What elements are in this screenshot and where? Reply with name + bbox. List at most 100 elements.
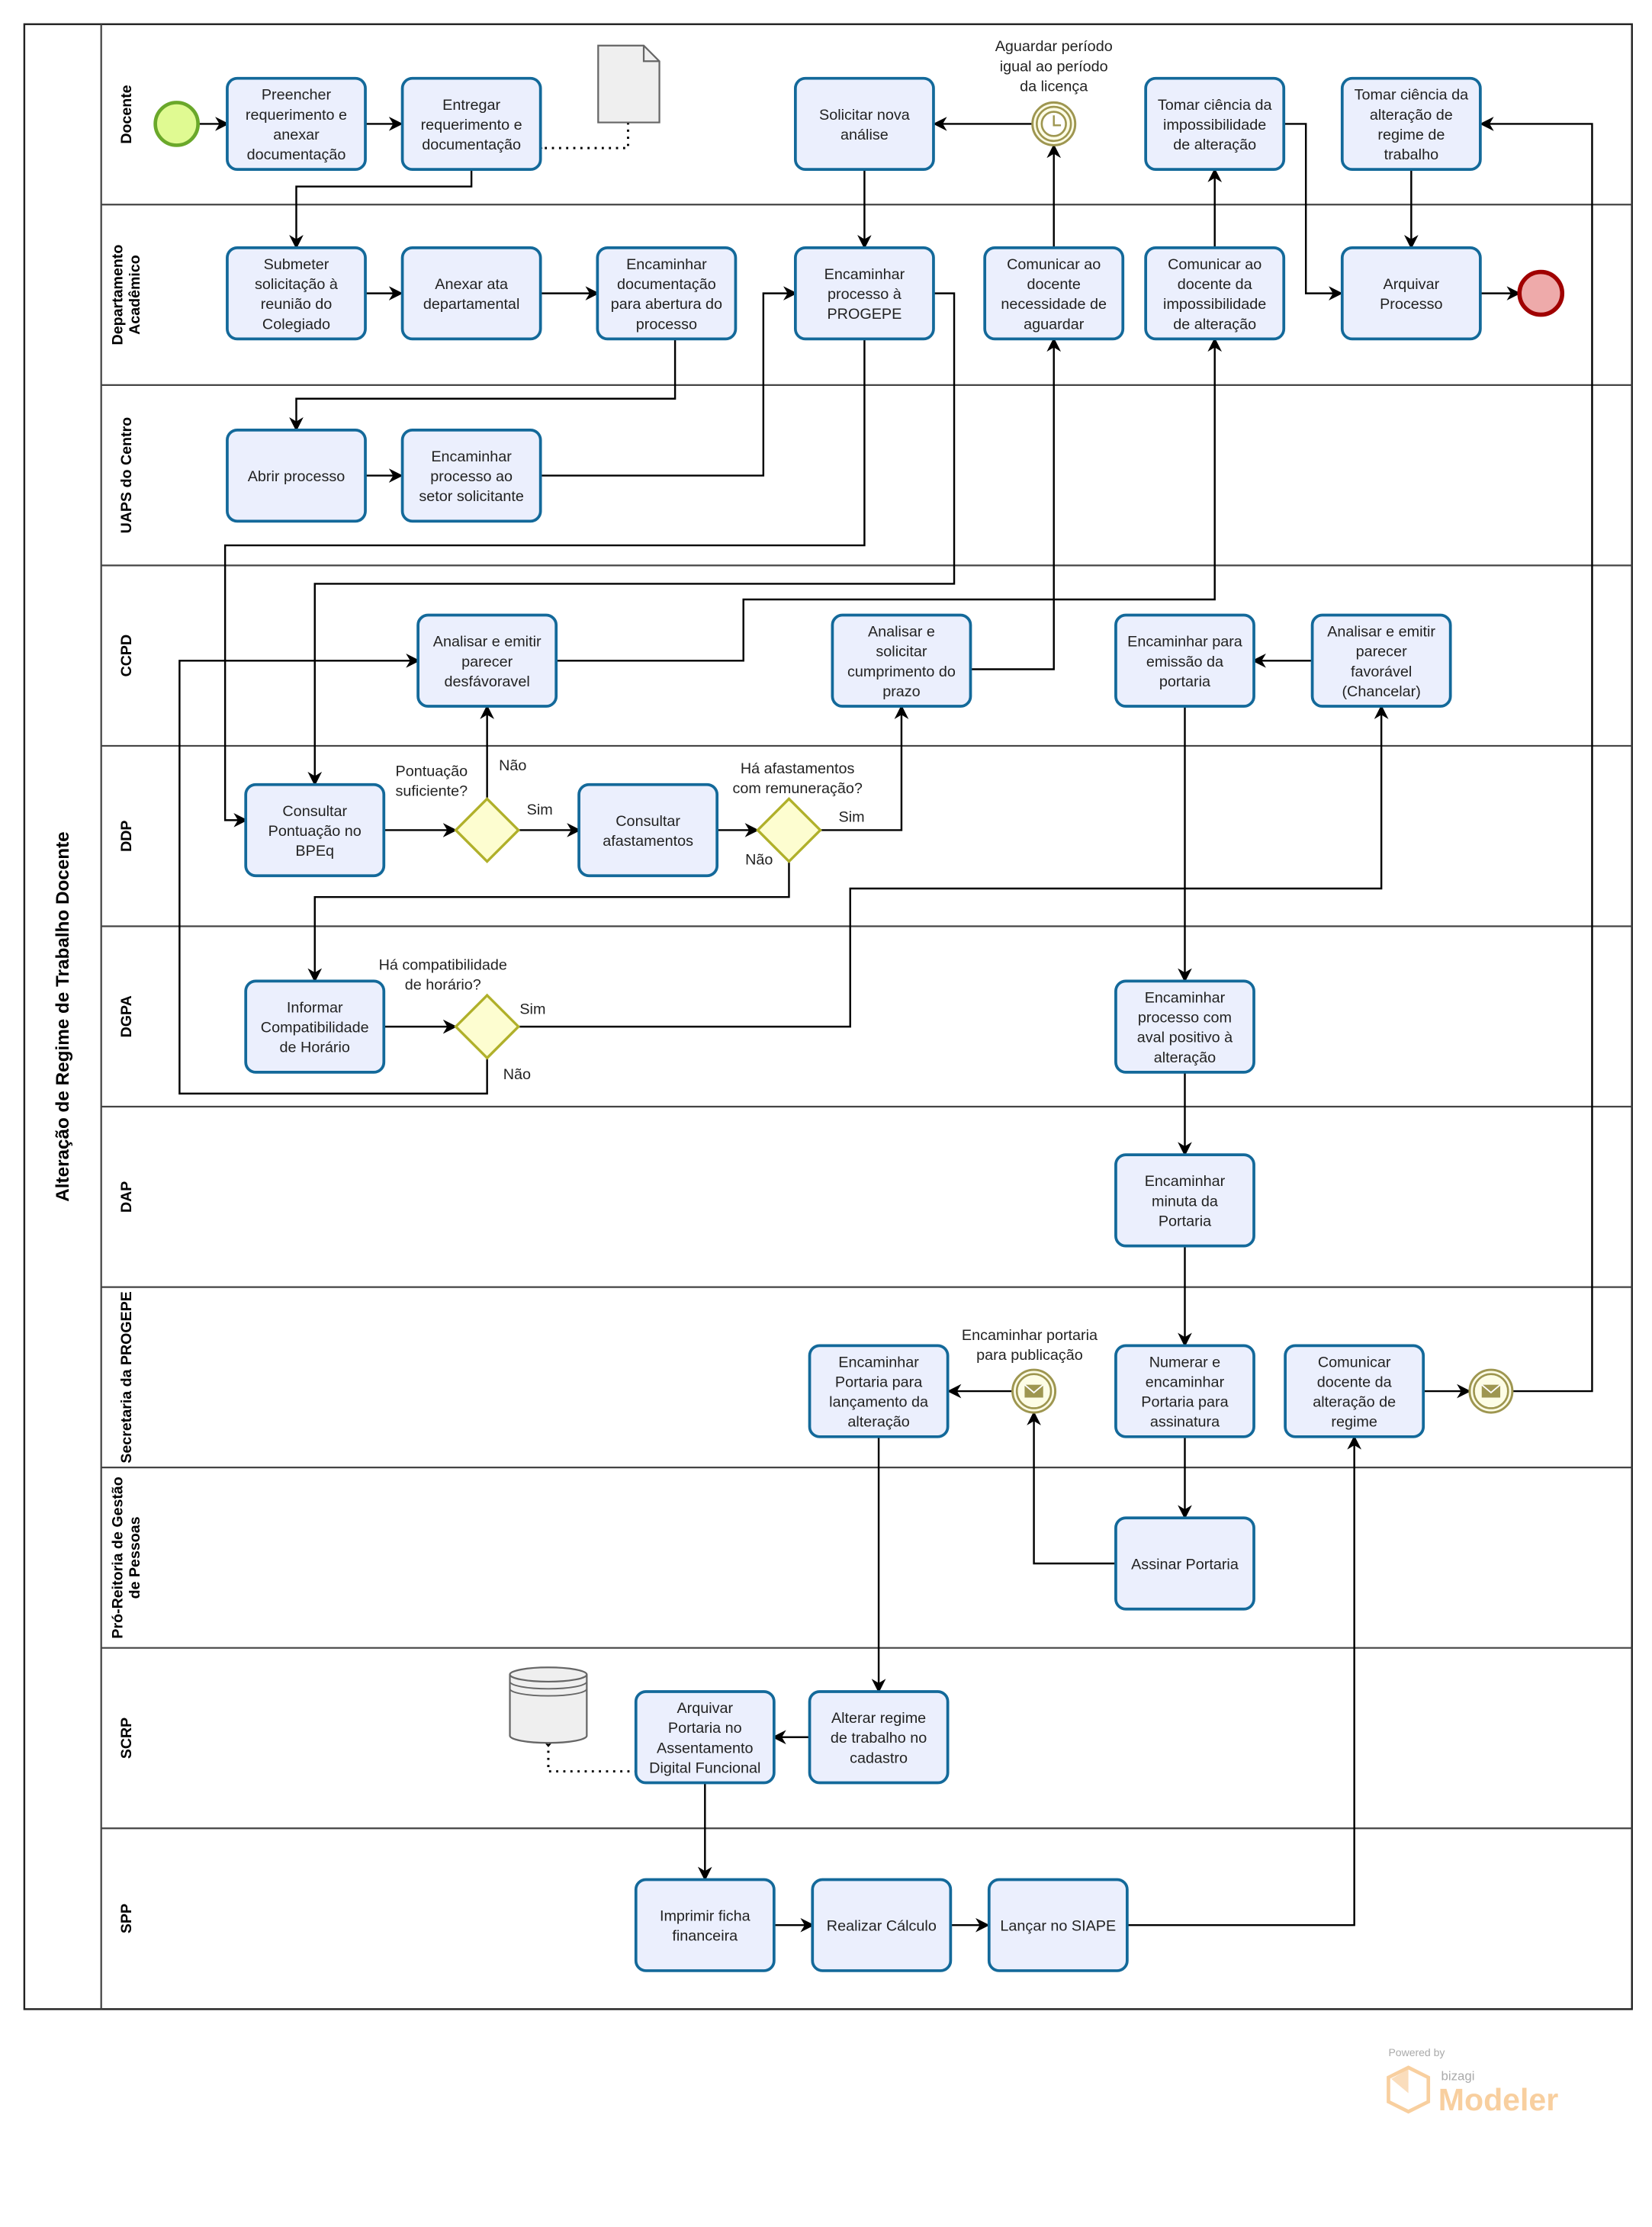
task-t24[interactable]: Encaminhar Portaria para lançamento da alte… — [808, 1344, 950, 1438]
task-label: de alteração — [1173, 137, 1256, 153]
task-label: análise — [840, 127, 889, 143]
label-g2-sim: Sim — [839, 808, 865, 825]
lane-label: Pró-Reitoria de Gestão — [110, 1477, 127, 1638]
lane: Pró-Reitoria de Gestão de Pessoas — [101, 1467, 1632, 1639]
message-event-icon-msg2[interactable] — [1468, 1368, 1514, 1414]
task-label: portaria — [1159, 673, 1210, 690]
lane-label: Acadêmico — [127, 255, 143, 335]
task-label: Comunicar ao — [1168, 256, 1261, 273]
label-g2: Há afastamentos — [741, 760, 855, 777]
task-t7[interactable]: Anexar ata departamental — [400, 246, 542, 341]
task-label: Anexar ata — [435, 276, 508, 293]
task-label: solicitar — [876, 644, 927, 660]
task-t11[interactable]: Comunicar ao docente da impossibilidade de … — [1144, 246, 1286, 341]
task-t5[interactable]: Tomar ciência da alteração de regime de tra… — [1340, 76, 1482, 172]
task-label: Lançar no SIAPE — [1000, 1918, 1116, 1935]
task-label: prazo — [882, 683, 920, 700]
label-g3-nao: Não — [503, 1066, 531, 1083]
label-timer: da licença — [1020, 78, 1088, 95]
task-label: afastamentos — [603, 833, 693, 850]
task-t15[interactable]: Analisar e emitir parecer desfávoravel — [416, 613, 558, 708]
task-label: processo ao — [430, 468, 513, 485]
message-event-icon-msg1[interactable] — [1011, 1368, 1057, 1414]
task-t28[interactable]: Arquivar Portaria no Assentamento Digital F… — [634, 1690, 776, 1785]
task-t25[interactable]: Numerar e encaminhar Portaria para assinatu… — [1114, 1344, 1255, 1438]
task-label: cumprimento do — [847, 664, 956, 680]
task-t9[interactable]: Encaminhar processo à PROGEPE — [793, 246, 935, 341]
task-t20[interactable]: Consultar afastamentos — [577, 783, 719, 878]
task-t16[interactable]: Analisar e solicitar cumprimento do prazo — [831, 613, 972, 708]
task-t1[interactable]: Preencher requerimento e anexar documentaçã… — [226, 76, 367, 172]
task-label: reunião do — [261, 296, 333, 313]
task-t3[interactable]: Solicitar nova análise — [793, 76, 935, 172]
lane-label: UAPS do Centro — [118, 417, 135, 533]
label-g3: de horário? — [405, 977, 481, 994]
task-label: departamental — [423, 296, 519, 313]
task-label: Alterar regime — [831, 1710, 926, 1727]
task-label: docente da — [1317, 1374, 1392, 1390]
task-t8[interactable]: Encaminhar documentação para abertura do pr… — [596, 246, 738, 341]
task-t18[interactable]: Analisar e emitir parecer favorável (Chance… — [1310, 613, 1452, 708]
task-t32[interactable]: Lançar no SIAPE — [987, 1878, 1129, 1972]
task-t22[interactable]: Encaminhar processo com aval positivo à alt… — [1114, 979, 1255, 1074]
task-label: Encaminhar — [824, 266, 905, 283]
task-t26[interactable]: Comunicar docente da alteração de regime — [1284, 1344, 1425, 1438]
task-label: Arquivar — [1384, 276, 1440, 293]
task-label: trabalho — [1384, 146, 1439, 163]
task-t29[interactable]: Alterar regime de trabalho no cadastro — [808, 1690, 950, 1785]
task-label: Portaria no — [668, 1720, 742, 1737]
label-g3-sim: Sim — [519, 1001, 545, 1017]
association — [542, 122, 629, 149]
task-label: Analisar e emitir — [433, 634, 542, 651]
task-t4[interactable]: Tomar ciência da impossibilidade de altera… — [1144, 76, 1286, 172]
task-label: encaminhar — [1146, 1374, 1225, 1390]
task-label: Solicitar nova — [819, 107, 910, 124]
label-g1: suficiente? — [396, 783, 468, 800]
task-t12[interactable]: Arquivar Processo — [1340, 246, 1482, 341]
end-event-icon[interactable] — [1517, 269, 1565, 317]
task-label: assinatura — [1150, 1414, 1220, 1431]
task-t13[interactable]: Abrir processo — [226, 428, 367, 523]
task-label: parecer — [1356, 644, 1407, 660]
sequence-flow — [1126, 1435, 1361, 1927]
task-label: Consultar — [282, 803, 347, 820]
task-t19[interactable]: Consultar Pontuação no BPEq — [244, 783, 386, 878]
task-t17[interactable]: Encaminhar para emissão da portaria — [1114, 613, 1255, 708]
task-label: Colegiado — [262, 316, 330, 333]
sequence-flow — [223, 339, 866, 827]
task-label: Tomar ciência da — [1158, 97, 1272, 114]
task-label: documentação — [617, 276, 716, 293]
exclusive-gateway-g1[interactable] — [454, 797, 521, 863]
label-g1-sim: Sim — [527, 802, 553, 818]
task-t6[interactable]: Submeter solicitação à reunião do Colegiado — [226, 246, 367, 341]
task-label: financeira — [672, 1928, 738, 1945]
task-label: Arquivar — [677, 1700, 733, 1717]
label-g1: Pontuação — [396, 763, 468, 780]
task-t2[interactable]: Entregar requerimento e documentação — [400, 76, 542, 172]
pool-title: Alteração de Regime de Trabalho Docente — [53, 831, 73, 1201]
exclusive-gateway-g3[interactable] — [454, 993, 521, 1060]
lane: Docente — [118, 85, 135, 143]
task-t21[interactable]: Informar Compatibilidade de Horário — [244, 979, 386, 1074]
task-label: lançamento da — [829, 1394, 928, 1411]
task-t10[interactable]: Comunicar ao docente necessidade de aguarda… — [983, 246, 1125, 341]
label-g2-nao: Não — [745, 851, 773, 868]
logo-powered-by: Powered by — [1388, 2046, 1445, 2058]
task-label: Realizar Cálculo — [827, 1918, 937, 1935]
task-t27[interactable]: Assinar Portaria — [1114, 1516, 1255, 1611]
task-t14[interactable]: Encaminhar processo ao setor solicitante — [400, 428, 542, 523]
lane-label: DGPA — [118, 995, 135, 1037]
label-g2: com remuneração? — [732, 780, 862, 797]
task-t23[interactable]: Encaminhar minuta da Portaria — [1114, 1153, 1255, 1248]
label-g1-nao: Não — [499, 757, 526, 774]
sequence-flow — [820, 705, 909, 831]
lane: SPP — [101, 1827, 1632, 1933]
task-t31[interactable]: Realizar Cálculo — [811, 1878, 953, 1972]
start-event-icon[interactable] — [153, 101, 200, 147]
timer-event-icon[interactable] — [1031, 101, 1077, 146]
task-label: Processo — [1380, 296, 1442, 313]
task-t30[interactable]: Imprimir ficha financeira — [634, 1878, 776, 1972]
exclusive-gateway-g2[interactable] — [756, 797, 822, 863]
task-label: docente — [1027, 276, 1081, 293]
